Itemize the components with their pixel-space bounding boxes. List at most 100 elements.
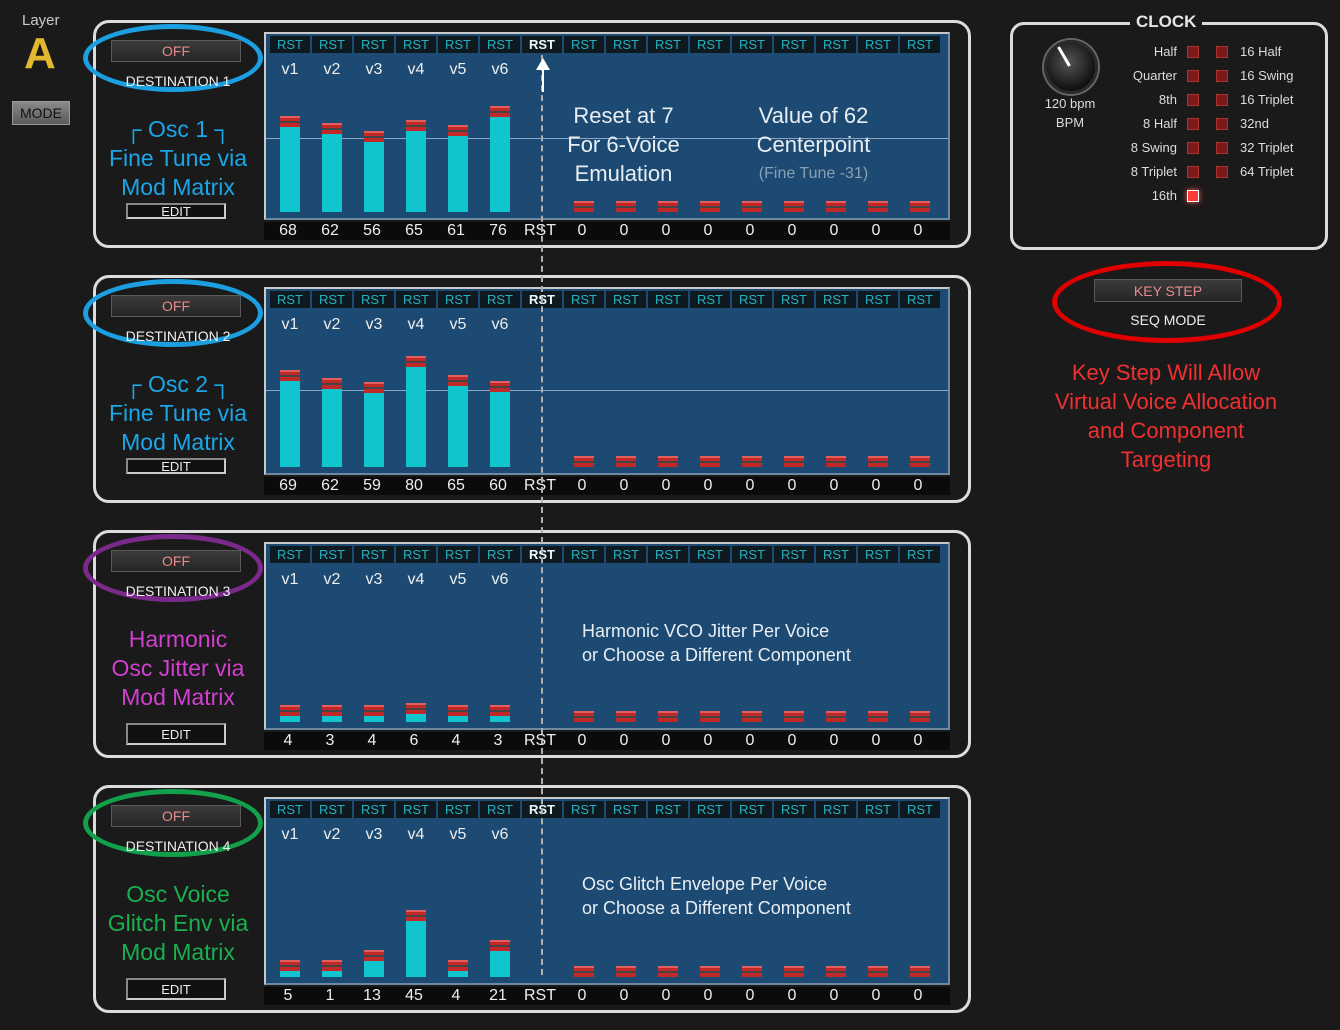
clock-option-led[interactable]: [1216, 166, 1228, 178]
step-reset-toggle[interactable]: RST: [438, 801, 478, 818]
step-bar-handle[interactable]: [658, 456, 678, 467]
step-bar-handle[interactable]: [490, 940, 510, 951]
clock-option-led[interactable]: [1187, 94, 1199, 106]
clock-option-led[interactable]: [1216, 118, 1228, 130]
step-bar-handle[interactable]: [448, 960, 468, 971]
step-bar-handle[interactable]: [364, 382, 384, 393]
step-bar[interactable]: [490, 392, 510, 467]
step-reset-toggle[interactable]: RST: [438, 36, 478, 53]
step-reset-toggle[interactable]: RST: [480, 801, 520, 818]
step-bar-handle[interactable]: [826, 201, 846, 212]
step-bar[interactable]: [448, 136, 468, 212]
step-bar-handle[interactable]: [616, 966, 636, 977]
step-bar[interactable]: [280, 971, 300, 977]
step-bar-handle[interactable]: [448, 125, 468, 136]
step-bar-handle[interactable]: [784, 966, 804, 977]
step-reset-toggle[interactable]: RST: [732, 291, 772, 308]
step-reset-toggle[interactable]: RST: [816, 36, 856, 53]
step-reset-toggle[interactable]: RST: [858, 546, 898, 563]
step-bar[interactable]: [364, 961, 384, 977]
step-bar[interactable]: [280, 127, 300, 212]
step-bar-handle[interactable]: [616, 711, 636, 722]
step-reset-toggle[interactable]: RST: [354, 291, 394, 308]
step-reset-toggle[interactable]: RST: [900, 801, 940, 818]
destination-off-button[interactable]: OFF: [111, 40, 241, 62]
step-bar-handle[interactable]: [868, 966, 888, 977]
step-grid[interactable]: RST RST RST RST RST RST RST RST RST RST RST RST RST R…: [264, 542, 950, 730]
step-reset-toggle[interactable]: RST: [270, 801, 310, 818]
step-reset-toggle[interactable]: RST: [648, 801, 688, 818]
clock-option-led[interactable]: [1187, 118, 1199, 130]
step-reset-toggle[interactable]: RST: [690, 36, 730, 53]
step-bar[interactable]: [490, 951, 510, 977]
step-bar-handle[interactable]: [616, 201, 636, 212]
clock-option-led[interactable]: [1187, 142, 1199, 154]
step-bar[interactable]: [322, 134, 342, 212]
step-bar[interactable]: [490, 716, 510, 722]
key-step-button[interactable]: KEY STEP: [1094, 279, 1242, 302]
step-reset-toggle[interactable]: RST: [816, 291, 856, 308]
step-reset-toggle[interactable]: RST: [270, 291, 310, 308]
step-bar-handle[interactable]: [364, 705, 384, 716]
clock-option-led[interactable]: [1216, 94, 1228, 106]
step-reset-toggle[interactable]: RST: [774, 546, 814, 563]
step-bar-handle[interactable]: [322, 378, 342, 389]
step-bar-handle[interactable]: [868, 201, 888, 212]
step-bar-handle[interactable]: [826, 456, 846, 467]
clock-option-led[interactable]: [1216, 70, 1228, 82]
step-reset-toggle[interactable]: RST: [858, 291, 898, 308]
step-bar-handle[interactable]: [490, 705, 510, 716]
edit-button[interactable]: EDIT: [126, 978, 226, 1000]
step-bar-handle[interactable]: [742, 201, 762, 212]
step-bar[interactable]: [280, 716, 300, 722]
step-reset-toggle[interactable]: RST: [690, 291, 730, 308]
step-reset-toggle[interactable]: RST: [480, 546, 520, 563]
step-reset-toggle[interactable]: RST: [438, 291, 478, 308]
step-bar[interactable]: [322, 716, 342, 722]
step-bar-handle[interactable]: [784, 456, 804, 467]
step-reset-toggle[interactable]: RST: [900, 36, 940, 53]
step-reset-toggle[interactable]: RST: [354, 801, 394, 818]
step-bar-handle[interactable]: [658, 201, 678, 212]
step-bar-handle[interactable]: [742, 966, 762, 977]
step-reset-toggle[interactable]: RST: [900, 291, 940, 308]
step-bar-handle[interactable]: [868, 456, 888, 467]
step-reset-toggle[interactable]: RST: [312, 801, 352, 818]
step-bar[interactable]: [448, 971, 468, 977]
step-reset-toggle[interactable]: RST: [312, 36, 352, 53]
step-bar[interactable]: [364, 393, 384, 467]
step-reset-toggle[interactable]: RST: [396, 36, 436, 53]
step-reset-toggle[interactable]: RST: [564, 546, 604, 563]
step-bar-handle[interactable]: [910, 966, 930, 977]
step-bar-handle[interactable]: [700, 711, 720, 722]
step-grid[interactable]: RST RST RST RST RST RST RST RST RST RST RST RST RST R…: [264, 32, 950, 220]
step-reset-toggle[interactable]: RST: [270, 546, 310, 563]
step-bar-handle[interactable]: [574, 201, 594, 212]
step-reset-toggle[interactable]: RST: [816, 801, 856, 818]
step-bar-handle[interactable]: [406, 703, 426, 714]
step-bar-handle[interactable]: [826, 711, 846, 722]
step-reset-toggle[interactable]: RST: [648, 291, 688, 308]
step-reset-toggle[interactable]: RST: [606, 801, 646, 818]
edit-button[interactable]: EDIT: [126, 723, 226, 745]
step-grid[interactable]: RST RST RST RST RST RST RST RST RST RST RST RST RST R…: [264, 797, 950, 985]
destination-off-button[interactable]: OFF: [111, 550, 241, 572]
step-reset-toggle[interactable]: RST: [270, 36, 310, 53]
step-bar-handle[interactable]: [910, 201, 930, 212]
clock-option-led[interactable]: [1187, 70, 1199, 82]
step-bar[interactable]: [364, 716, 384, 722]
step-bar-handle[interactable]: [574, 456, 594, 467]
step-reset-toggle[interactable]: RST: [480, 36, 520, 53]
step-bar[interactable]: [406, 131, 426, 212]
clock-option-led[interactable]: [1216, 46, 1228, 58]
step-reset-toggle[interactable]: RST: [690, 546, 730, 563]
step-bar[interactable]: [406, 921, 426, 977]
step-bar[interactable]: [322, 971, 342, 977]
step-reset-toggle[interactable]: RST: [858, 36, 898, 53]
step-reset-toggle[interactable]: RST: [564, 801, 604, 818]
step-bar-handle[interactable]: [280, 960, 300, 971]
step-bar-handle[interactable]: [574, 966, 594, 977]
layer-letter[interactable]: A: [24, 29, 56, 78]
step-bar[interactable]: [406, 367, 426, 467]
step-bar-handle[interactable]: [280, 116, 300, 127]
